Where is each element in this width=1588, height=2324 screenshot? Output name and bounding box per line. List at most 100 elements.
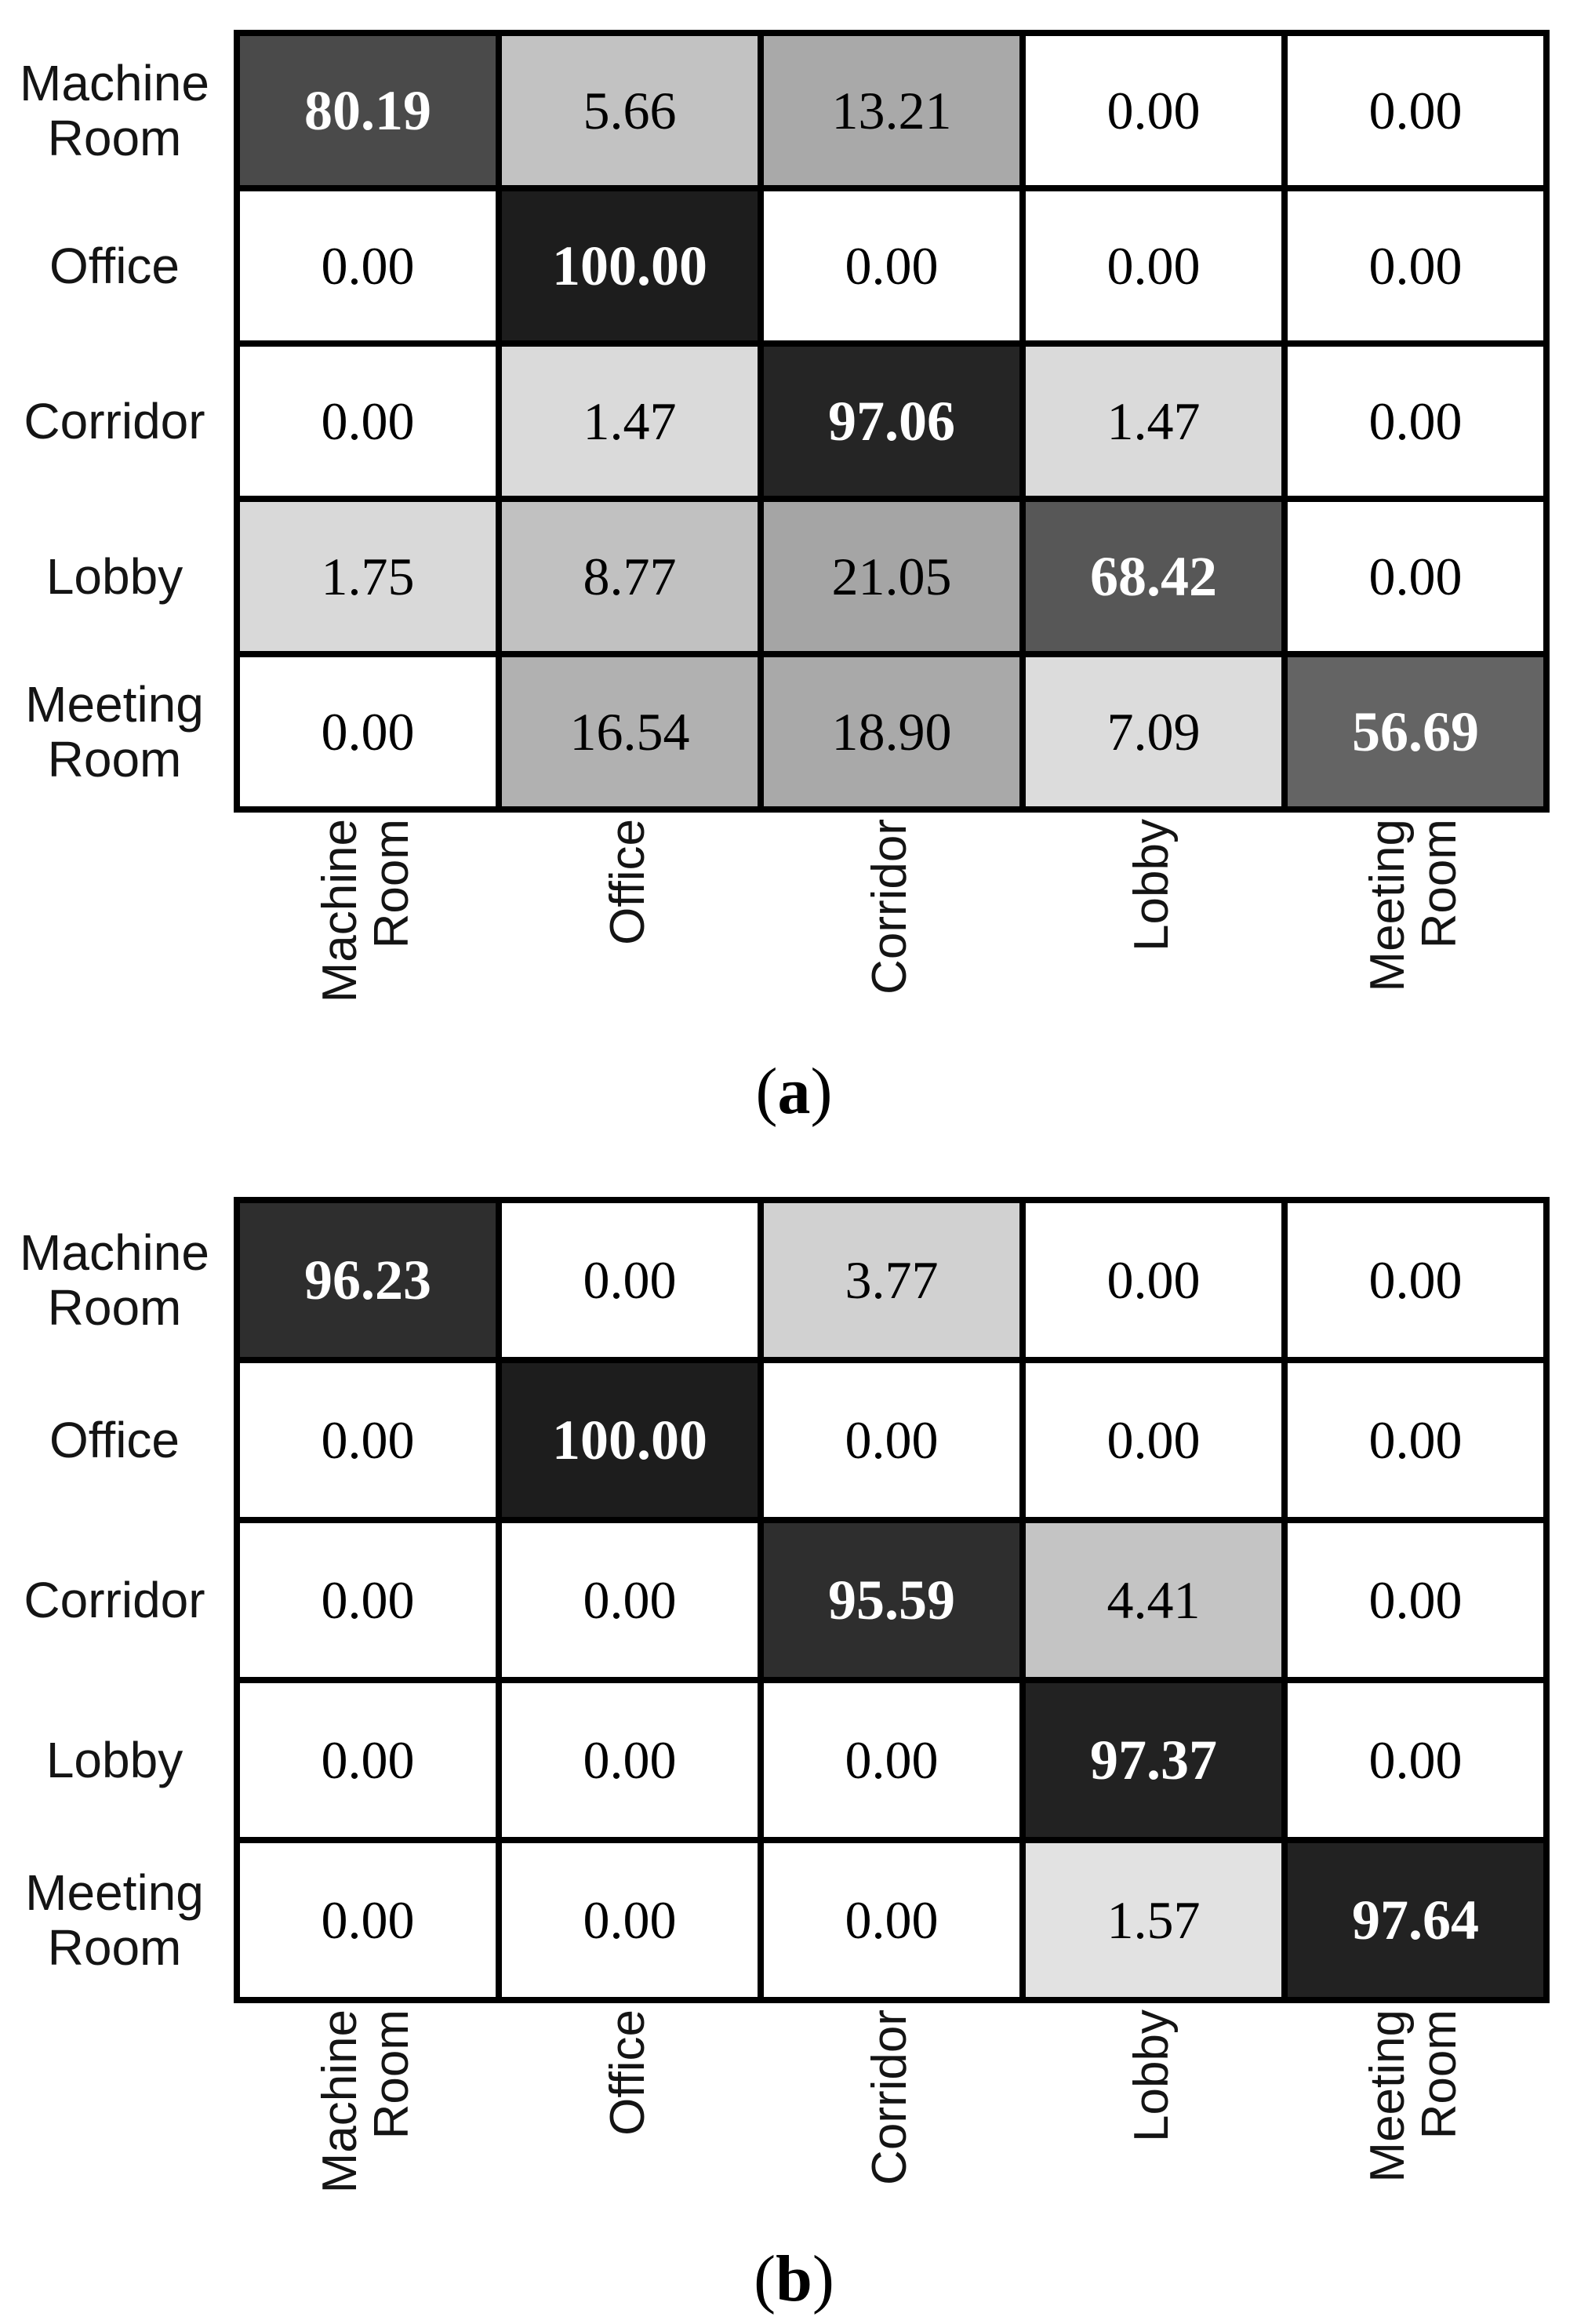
row-label: Lobby: [0, 499, 237, 654]
col-label-line: Room: [365, 2009, 419, 2140]
matrix-cell: 0.00: [1281, 1357, 1550, 1523]
matrix-cell: 0.00: [234, 1517, 502, 1683]
matrix-cell: 95.59: [758, 1517, 1026, 1683]
matrix-cell: 18.90: [758, 651, 1026, 813]
matrix-cell: 1.47: [496, 340, 764, 502]
col-label-text: Machine Room: [313, 2009, 419, 2223]
x-axis-labels-b: Machine Room Office Corridor Lobby Meeting Roo…: [235, 2003, 1588, 2229]
matrix-cell: 0.00: [1019, 1357, 1288, 1523]
row-label-line: Machine: [20, 1224, 209, 1281]
confusion-matrix-a: Machine Room 80.19 5.66 13.21 0.00 0.00 Office 0…: [0, 0, 1588, 1125]
matrix-cell: 0.00: [758, 1677, 1026, 1843]
col-label-line: Meeting: [1361, 819, 1415, 992]
col-label: Lobby: [1021, 813, 1283, 1038]
matrix-cell: 0.00: [1019, 30, 1288, 191]
col-label: Machine Room: [235, 2003, 497, 2229]
matrix-row: Meeting Room 0.00 0.00 0.00 1.57 97.64: [0, 1837, 1550, 2003]
col-label-line: Corridor: [863, 819, 917, 995]
col-label-line: Meeting: [1361, 2009, 1415, 2183]
row-label-line: Lobby: [45, 1732, 184, 1788]
row-label: Corridor: [0, 344, 237, 499]
confusion-matrix-b: Machine Room 96.23 0.00 3.77 0.00 0.00 Office 0.…: [0, 1197, 1588, 2312]
matrix-row: Office 0.00 100.00 0.00 0.00 0.00: [0, 1357, 1550, 1523]
row-label-line: Room: [47, 1919, 182, 1976]
matrix-cell: 8.77: [496, 496, 764, 657]
caption-a-open-paren: (: [755, 1055, 778, 1128]
matrix-cell: 4.41: [1019, 1517, 1288, 1683]
matrix-cell: 100.00: [496, 1357, 764, 1523]
col-label-text: Lobby: [1125, 819, 1179, 1032]
matrix-cell: 21.05: [758, 496, 1026, 657]
matrix-row: Lobby 0.00 0.00 0.00 97.37 0.00: [0, 1677, 1550, 1843]
matrix-cell: 96.23: [234, 1197, 502, 1363]
matrix-cell: 97.06: [758, 340, 1026, 502]
col-label-line: Office: [601, 819, 655, 945]
col-label-line: Room: [365, 819, 419, 949]
col-label: Office: [497, 813, 759, 1038]
col-label: Machine Room: [235, 813, 497, 1038]
matrix-cell: 0.00: [1281, 1517, 1550, 1683]
matrix-cell: 1.75: [234, 496, 502, 657]
matrix-cell: 0.00: [496, 1837, 764, 2003]
col-label-text: Machine Room: [313, 819, 419, 1032]
matrix-cell: 16.54: [496, 651, 764, 813]
matrix-cell: 0.00: [496, 1197, 764, 1363]
col-label-line: Machine: [313, 2009, 367, 2194]
caption-b: (b): [0, 2246, 1588, 2312]
matrix-cell: 1.47: [1019, 340, 1288, 502]
col-label: Meeting Room: [1283, 813, 1545, 1038]
matrix-cell: 0.00: [234, 1677, 502, 1843]
matrix-cell: 0.00: [234, 1357, 502, 1523]
matrix-cell: 97.64: [1281, 1837, 1550, 2003]
matrix-cell: 13.21: [758, 30, 1026, 191]
matrix-row: Meeting Room 0.00 16.54 18.90 7.09 56.69: [0, 651, 1550, 813]
matrix-cell: 80.19: [234, 30, 502, 191]
matrix-cell: 0.00: [1019, 1197, 1288, 1363]
matrix-cell: 100.00: [496, 185, 764, 347]
caption-b-letter: b: [776, 2242, 812, 2315]
row-label: Corridor: [0, 1520, 237, 1680]
matrix-cell: 0.00: [1281, 1197, 1550, 1363]
col-label: Lobby: [1021, 2003, 1283, 2229]
matrix-row: Office 0.00 100.00 0.00 0.00 0.00: [0, 185, 1550, 347]
caption-a-close-paren: ): [810, 1055, 833, 1128]
col-label-line: Corridor: [863, 2009, 917, 2185]
matrix-table-a: Machine Room 80.19 5.66 13.21 0.00 0.00 Office 0…: [0, 30, 1550, 813]
col-label-text: Meeting Room: [1361, 819, 1466, 1032]
row-label-line: Meeting: [25, 676, 204, 733]
matrix-cell: 0.00: [1281, 185, 1550, 347]
col-label: Office: [497, 2003, 759, 2229]
col-label-line: Room: [1412, 2009, 1466, 2140]
row-label: Office: [0, 188, 237, 344]
caption-a-letter: a: [777, 1055, 811, 1128]
row-label: Machine Room: [0, 1200, 237, 1360]
x-axis-labels-a: Machine Room Office Corridor Lobby Meeting Roo…: [235, 813, 1588, 1038]
col-label-line: Machine: [313, 819, 367, 1003]
row-label: Meeting Room: [0, 654, 237, 809]
row-label-line: Office: [49, 1412, 180, 1468]
matrix-cell: 0.00: [234, 185, 502, 347]
matrix-cell: 0.00: [758, 1357, 1026, 1523]
matrix-cell: 1.57: [1019, 1837, 1288, 2003]
matrix-cell: 0.00: [758, 1837, 1026, 2003]
col-label-text: Meeting Room: [1361, 2009, 1466, 2223]
col-label-text: Office: [601, 819, 655, 1032]
matrix-cell: 0.00: [1281, 30, 1550, 191]
col-label: Meeting Room: [1283, 2003, 1545, 2229]
matrix-cell: 0.00: [496, 1517, 764, 1683]
row-label-line: Corridor: [24, 393, 205, 449]
matrix-cell: 97.37: [1019, 1677, 1288, 1843]
col-label: Corridor: [759, 2003, 1021, 2229]
matrix-cell: 0.00: [234, 340, 502, 502]
matrix-cell: 0.00: [1281, 1677, 1550, 1843]
matrix-cell: 0.00: [1281, 340, 1550, 502]
matrix-row: Corridor 0.00 0.00 95.59 4.41 0.00: [0, 1517, 1550, 1683]
row-label-line: Room: [47, 731, 182, 787]
col-label-text: Lobby: [1125, 2009, 1179, 2223]
col-label-line: Room: [1412, 819, 1466, 949]
matrix-row: Machine Room 80.19 5.66 13.21 0.00 0.00: [0, 30, 1550, 191]
matrix-cell: 0.00: [496, 1677, 764, 1843]
row-label-line: Machine: [20, 55, 209, 111]
matrix-cell: 0.00: [758, 185, 1026, 347]
